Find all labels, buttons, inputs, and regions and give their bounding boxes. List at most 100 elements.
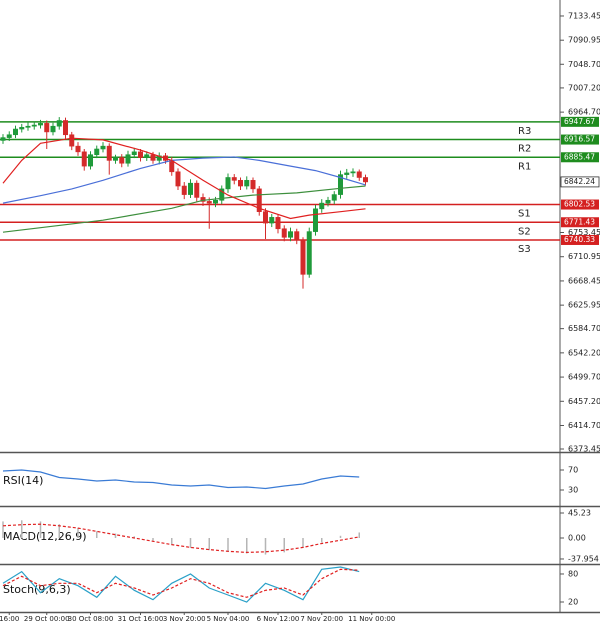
x-tick-label: 7 Nov 20:00 bbox=[300, 615, 343, 623]
y-tick-label: 7048.70 bbox=[568, 60, 600, 69]
candle-body bbox=[269, 217, 275, 224]
indicator-line bbox=[2, 566, 360, 603]
candle-body bbox=[131, 151, 137, 155]
indicator-tick-label: 30 bbox=[568, 486, 578, 495]
indicator-tick-label: -37.954 bbox=[568, 554, 599, 563]
y-tick-label: 6457.20 bbox=[568, 397, 600, 406]
candle-body bbox=[181, 185, 187, 195]
candle-body bbox=[175, 171, 181, 187]
candle-body bbox=[119, 157, 125, 164]
level-label: R2 bbox=[518, 144, 531, 155]
x-tick-label: 6 Nov 12:00 bbox=[257, 615, 300, 623]
level-tag bbox=[561, 134, 599, 145]
candle-body bbox=[31, 124, 37, 127]
candle-body bbox=[6, 134, 12, 138]
indicator-tick-label: 45.23 bbox=[568, 509, 591, 518]
candle-body bbox=[319, 202, 325, 210]
candle-body bbox=[275, 217, 281, 230]
y-tick-label: 7090.95 bbox=[568, 36, 600, 45]
candle-body bbox=[231, 177, 237, 181]
candle-body bbox=[250, 180, 256, 190]
y-tick-label: 7007.20 bbox=[568, 83, 600, 92]
x-tick-label: 16:00 bbox=[0, 615, 19, 623]
candle-body bbox=[362, 177, 368, 183]
y-tick-label: 6542.20 bbox=[568, 348, 600, 357]
indicator-label: RSI(14) bbox=[3, 474, 43, 487]
candle-body bbox=[287, 231, 293, 238]
level-tag-label: 6885.47 bbox=[564, 152, 595, 161]
level-tag bbox=[561, 152, 599, 163]
candle-body bbox=[25, 125, 31, 128]
candle-body bbox=[337, 174, 343, 195]
candle-body bbox=[225, 177, 231, 190]
candle-body bbox=[331, 194, 337, 201]
x-tick-label: 29 Oct 00:00 bbox=[24, 615, 70, 623]
candle-body bbox=[106, 145, 112, 161]
candle-body bbox=[219, 188, 225, 201]
moving-average bbox=[2, 185, 366, 233]
indicator-tick-label: 80 bbox=[568, 569, 578, 578]
candle-body bbox=[144, 154, 150, 158]
candle-body bbox=[256, 188, 262, 212]
level-label: R3 bbox=[518, 126, 531, 137]
candle-body bbox=[62, 120, 68, 136]
candle-body bbox=[88, 154, 94, 167]
level-tag-label: 6916.57 bbox=[564, 135, 595, 144]
candle-body bbox=[262, 211, 268, 224]
level-tag bbox=[561, 116, 599, 127]
candle-body bbox=[94, 148, 100, 155]
last-price-tag bbox=[560, 176, 600, 188]
candle-body bbox=[312, 208, 318, 232]
x-tick-label: 31 Oct 16:00 bbox=[118, 615, 164, 623]
candle-body bbox=[188, 182, 194, 195]
candle-body bbox=[325, 199, 331, 204]
level-tag-label: 6802.53 bbox=[564, 200, 595, 209]
candle-body bbox=[0, 137, 6, 141]
candle-body bbox=[44, 123, 50, 133]
y-tick-label: 7133.45 bbox=[568, 11, 600, 20]
indicator-line bbox=[2, 568, 360, 598]
moving-average bbox=[2, 137, 366, 220]
candle-body bbox=[238, 180, 244, 187]
candle-body bbox=[281, 228, 287, 238]
indicator-label: Stoch(9,6,3) bbox=[3, 583, 71, 596]
y-tick-label: 6625.95 bbox=[568, 301, 600, 310]
indicator-label: MACD(12,26,9) bbox=[3, 530, 87, 543]
level-tag-label: 6947.67 bbox=[564, 117, 595, 126]
x-tick-label: 30 Oct 08:00 bbox=[68, 615, 114, 623]
candle-body bbox=[200, 197, 206, 202]
level-tag bbox=[561, 199, 599, 210]
last-price-label: 6842.24 bbox=[564, 177, 595, 186]
x-tick-label: 11 Nov 00:00 bbox=[348, 615, 395, 623]
y-tick-label: 6414.70 bbox=[568, 421, 600, 430]
candle-body bbox=[300, 239, 306, 275]
candle-body bbox=[194, 182, 200, 198]
level-label: S1 bbox=[518, 209, 531, 220]
candle-body bbox=[350, 171, 356, 174]
level-tag bbox=[561, 234, 599, 245]
candle-body bbox=[100, 145, 106, 150]
candle-body bbox=[50, 125, 56, 133]
y-tick-label: 6584.70 bbox=[568, 324, 600, 333]
level-tag-label: 6740.33 bbox=[564, 235, 595, 244]
level-tag bbox=[561, 217, 599, 228]
candle-body bbox=[213, 199, 219, 204]
moving-average bbox=[2, 156, 366, 204]
candle-body bbox=[19, 127, 25, 130]
candle-body bbox=[138, 151, 144, 158]
candle-body bbox=[306, 231, 312, 275]
candle-body bbox=[125, 154, 131, 164]
level-tag-label: 6771.43 bbox=[564, 217, 595, 226]
y-tick-label: 6710.95 bbox=[568, 252, 600, 261]
level-label: S3 bbox=[518, 244, 531, 255]
y-tick-label: 6373.45 bbox=[568, 445, 600, 454]
y-tick-label: 6753.45 bbox=[568, 228, 600, 237]
candle-body bbox=[150, 154, 156, 161]
candle-body bbox=[69, 134, 75, 147]
candle-body bbox=[344, 172, 350, 175]
y-tick-label: 6499.70 bbox=[568, 373, 600, 382]
x-tick-label: 5 Nov 04:00 bbox=[207, 615, 250, 623]
candle-body bbox=[294, 231, 300, 241]
